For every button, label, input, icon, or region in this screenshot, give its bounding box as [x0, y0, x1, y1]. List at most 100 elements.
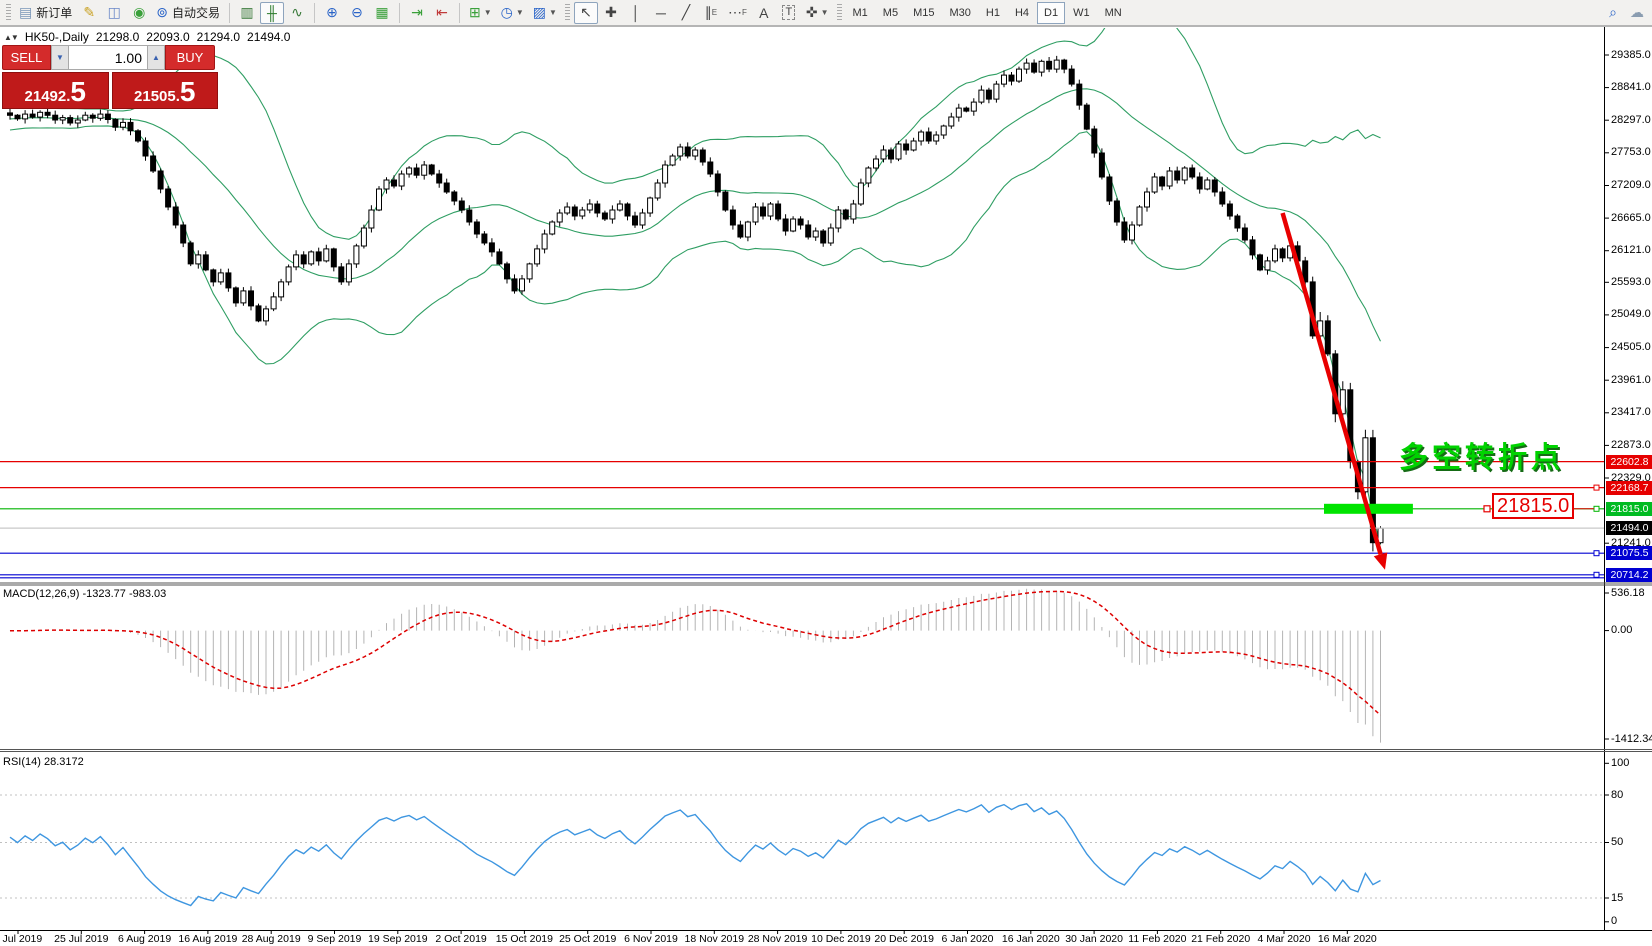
- price-tick-28841.0: 28841.0: [1611, 81, 1651, 94]
- date-tick-2 Oct 2019: 2 Oct 2019: [435, 933, 487, 945]
- templates-icon: ▨: [532, 4, 547, 20]
- fibonacci-button[interactable]: ⋯ F: [727, 4, 747, 20]
- volume-input[interactable]: [69, 45, 147, 70]
- bollinger-bands: [9, 28, 1382, 545]
- cursor-button[interactable]: ↖: [573, 1, 598, 24]
- buy-price-display[interactable]: 21505. 5: [111, 72, 218, 109]
- text-label-button[interactable]: T: [777, 2, 801, 24]
- macd-tick-536.18: 536.18: [1611, 586, 1645, 599]
- selection-marker: [1593, 484, 1600, 491]
- date-tick-11 Feb 2020: 11 Feb 2020: [1128, 933, 1187, 945]
- toolbar-separator: [399, 2, 400, 23]
- rsi-line: [9, 803, 1381, 907]
- price-level-box-annotation[interactable]: 21815.0: [1492, 493, 1575, 519]
- chat-button[interactable]: ☁: [1625, 2, 1649, 24]
- timeframe-m30[interactable]: M30: [949, 6, 971, 19]
- price-tick-22873.0: 22873.0: [1611, 438, 1651, 451]
- line-chart-button[interactable]: ∿: [285, 2, 309, 24]
- date-tick-20 Dec 2019: 20 Dec 2019: [874, 933, 934, 945]
- timeframe-d1[interactable]: D1: [1037, 1, 1066, 24]
- auto-trading-button[interactable]: ⊚ 自动交易: [152, 2, 224, 24]
- search-icon: ⌕: [1609, 4, 1617, 20]
- crosshair-icon: ✚: [605, 4, 617, 20]
- buy-button[interactable]: BUY: [165, 45, 215, 70]
- trend-arrow[interactable]: [1280, 212, 1388, 570]
- chart-shift-button[interactable]: ⇤: [430, 2, 454, 24]
- ohlc-open: 21298.0: [95, 30, 140, 44]
- rsi-gridlines: [0, 794, 1604, 899]
- toolbar-drag-handle[interactable]: [836, 3, 842, 22]
- periods-icon: ◷: [500, 4, 513, 20]
- arrows-dropdown[interactable]: ✜ ▼: [802, 2, 833, 24]
- metaeditor-button[interactable]: ✎: [77, 2, 101, 24]
- rsi-tick-0: 0: [1611, 915, 1618, 928]
- timeframe-m5[interactable]: M5: [882, 6, 899, 19]
- new-chart-dropdown[interactable]: ⊞ ▼: [465, 2, 496, 24]
- search-button[interactable]: ⌕: [1601, 2, 1625, 24]
- chat-icon: ☁: [1630, 4, 1644, 20]
- auto-scroll-icon: ⇥: [411, 4, 423, 20]
- timeframe-m15[interactable]: M15: [913, 6, 935, 19]
- templates-dropdown[interactable]: ▨ ▼: [529, 2, 561, 24]
- buy-price-big-digit: 5: [179, 76, 196, 107]
- chevron-down-icon: ▼: [820, 8, 829, 17]
- vertical-line-icon: │: [631, 4, 641, 21]
- text-button[interactable]: A: [752, 2, 776, 24]
- buy-price-main: 21505.: [134, 88, 180, 105]
- price-tick-24505.0: 24505.0: [1611, 341, 1651, 354]
- price-tag-21075.5: 21075.5: [1606, 546, 1652, 561]
- date-tick-16 Mar 2020: 16 Mar 2020: [1317, 933, 1377, 945]
- timeframe-w1[interactable]: W1: [1073, 6, 1090, 19]
- price-tick-22329.0: 22329.0: [1611, 471, 1651, 484]
- zoom-out-button[interactable]: ⊖: [345, 2, 369, 24]
- date-tick-25 Jul 2019: 25 Jul 2019: [54, 933, 109, 945]
- date-tick-6 Jan 2020: 6 Jan 2020: [941, 933, 994, 945]
- rsi-tick-15: 15: [1611, 891, 1624, 904]
- signals-button[interactable]: ◉: [127, 2, 151, 24]
- volume-increase-button[interactable]: ▲: [147, 45, 165, 70]
- sell-price-display[interactable]: 21492. 5: [2, 72, 109, 109]
- trendline-button[interactable]: ╱: [674, 2, 698, 24]
- zoom-in-button[interactable]: ⊕: [320, 2, 344, 24]
- crosshair-button[interactable]: ✚: [599, 2, 623, 24]
- toolbar-separator: [229, 2, 230, 23]
- turning-point-annotation[interactable]: 多空转折点: [1399, 442, 1565, 474]
- date-tick-6 Aug 2019: 6 Aug 2019: [118, 933, 172, 945]
- timeframe-h4[interactable]: H4: [1014, 6, 1029, 19]
- equidistant-channel-button[interactable]: ∥ E: [704, 4, 718, 20]
- horizontal-level-lines[interactable]: [0, 461, 1604, 579]
- price-tick-25049.0: 25049.0: [1611, 308, 1651, 321]
- collapse-panel-icon[interactable]: ▲▼: [4, 32, 19, 42]
- zoom-in-icon: ⊕: [326, 4, 338, 20]
- new-order-button-label: 新订单: [36, 6, 73, 20]
- candlestick-chart-button[interactable]: ╫: [260, 1, 284, 24]
- chevron-down-icon: ▼: [515, 8, 524, 17]
- sell-button[interactable]: SELL: [2, 45, 51, 70]
- periods-dropdown[interactable]: ◷ ▼: [497, 2, 528, 24]
- volume-decrease-button[interactable]: ▼: [51, 45, 69, 70]
- date-tick-30 Jan 2020: 30 Jan 2020: [1065, 933, 1123, 945]
- vertical-line-button[interactable]: │: [624, 2, 648, 24]
- toolbar-drag-handle[interactable]: [6, 3, 11, 22]
- date-tick-16 Jan 2020: 16 Jan 2020: [1001, 933, 1060, 945]
- auto-scroll-button[interactable]: ⇥: [405, 2, 429, 24]
- new-order-button[interactable]: ▤ 新订单: [15, 2, 76, 24]
- arrows-icon: ✜: [805, 4, 818, 20]
- date-tick-9 Sep 2019: 9 Sep 2019: [307, 933, 362, 945]
- price-tick-27753.0: 27753.0: [1611, 146, 1651, 159]
- ohlc-close: 21494.0: [247, 30, 291, 44]
- chart-ohlc-header: ▲▼ HK50-,Daily 21298.0 22093.0 21294.0 2…: [4, 30, 290, 44]
- bollinger-upper-band: [9, 28, 1381, 240]
- timeframe-m1[interactable]: M1: [852, 6, 868, 19]
- horizontal-line-button[interactable]: ─: [649, 2, 673, 24]
- bar-chart-button[interactable]: ▥: [235, 2, 259, 24]
- timeframe-mn[interactable]: MN: [1104, 6, 1122, 19]
- profile-charts-button[interactable]: ◫: [102, 2, 126, 24]
- toolbar-drag-handle[interactable]: [564, 3, 570, 22]
- chart-symbol-period: HK50-,Daily: [24, 30, 89, 44]
- sell-price-main: 21492.: [24, 88, 71, 105]
- timeframe-h1[interactable]: H1: [985, 6, 1000, 19]
- tile-windows-button[interactable]: ▦: [370, 2, 394, 24]
- price-tick-27209.0: 27209.0: [1611, 178, 1651, 191]
